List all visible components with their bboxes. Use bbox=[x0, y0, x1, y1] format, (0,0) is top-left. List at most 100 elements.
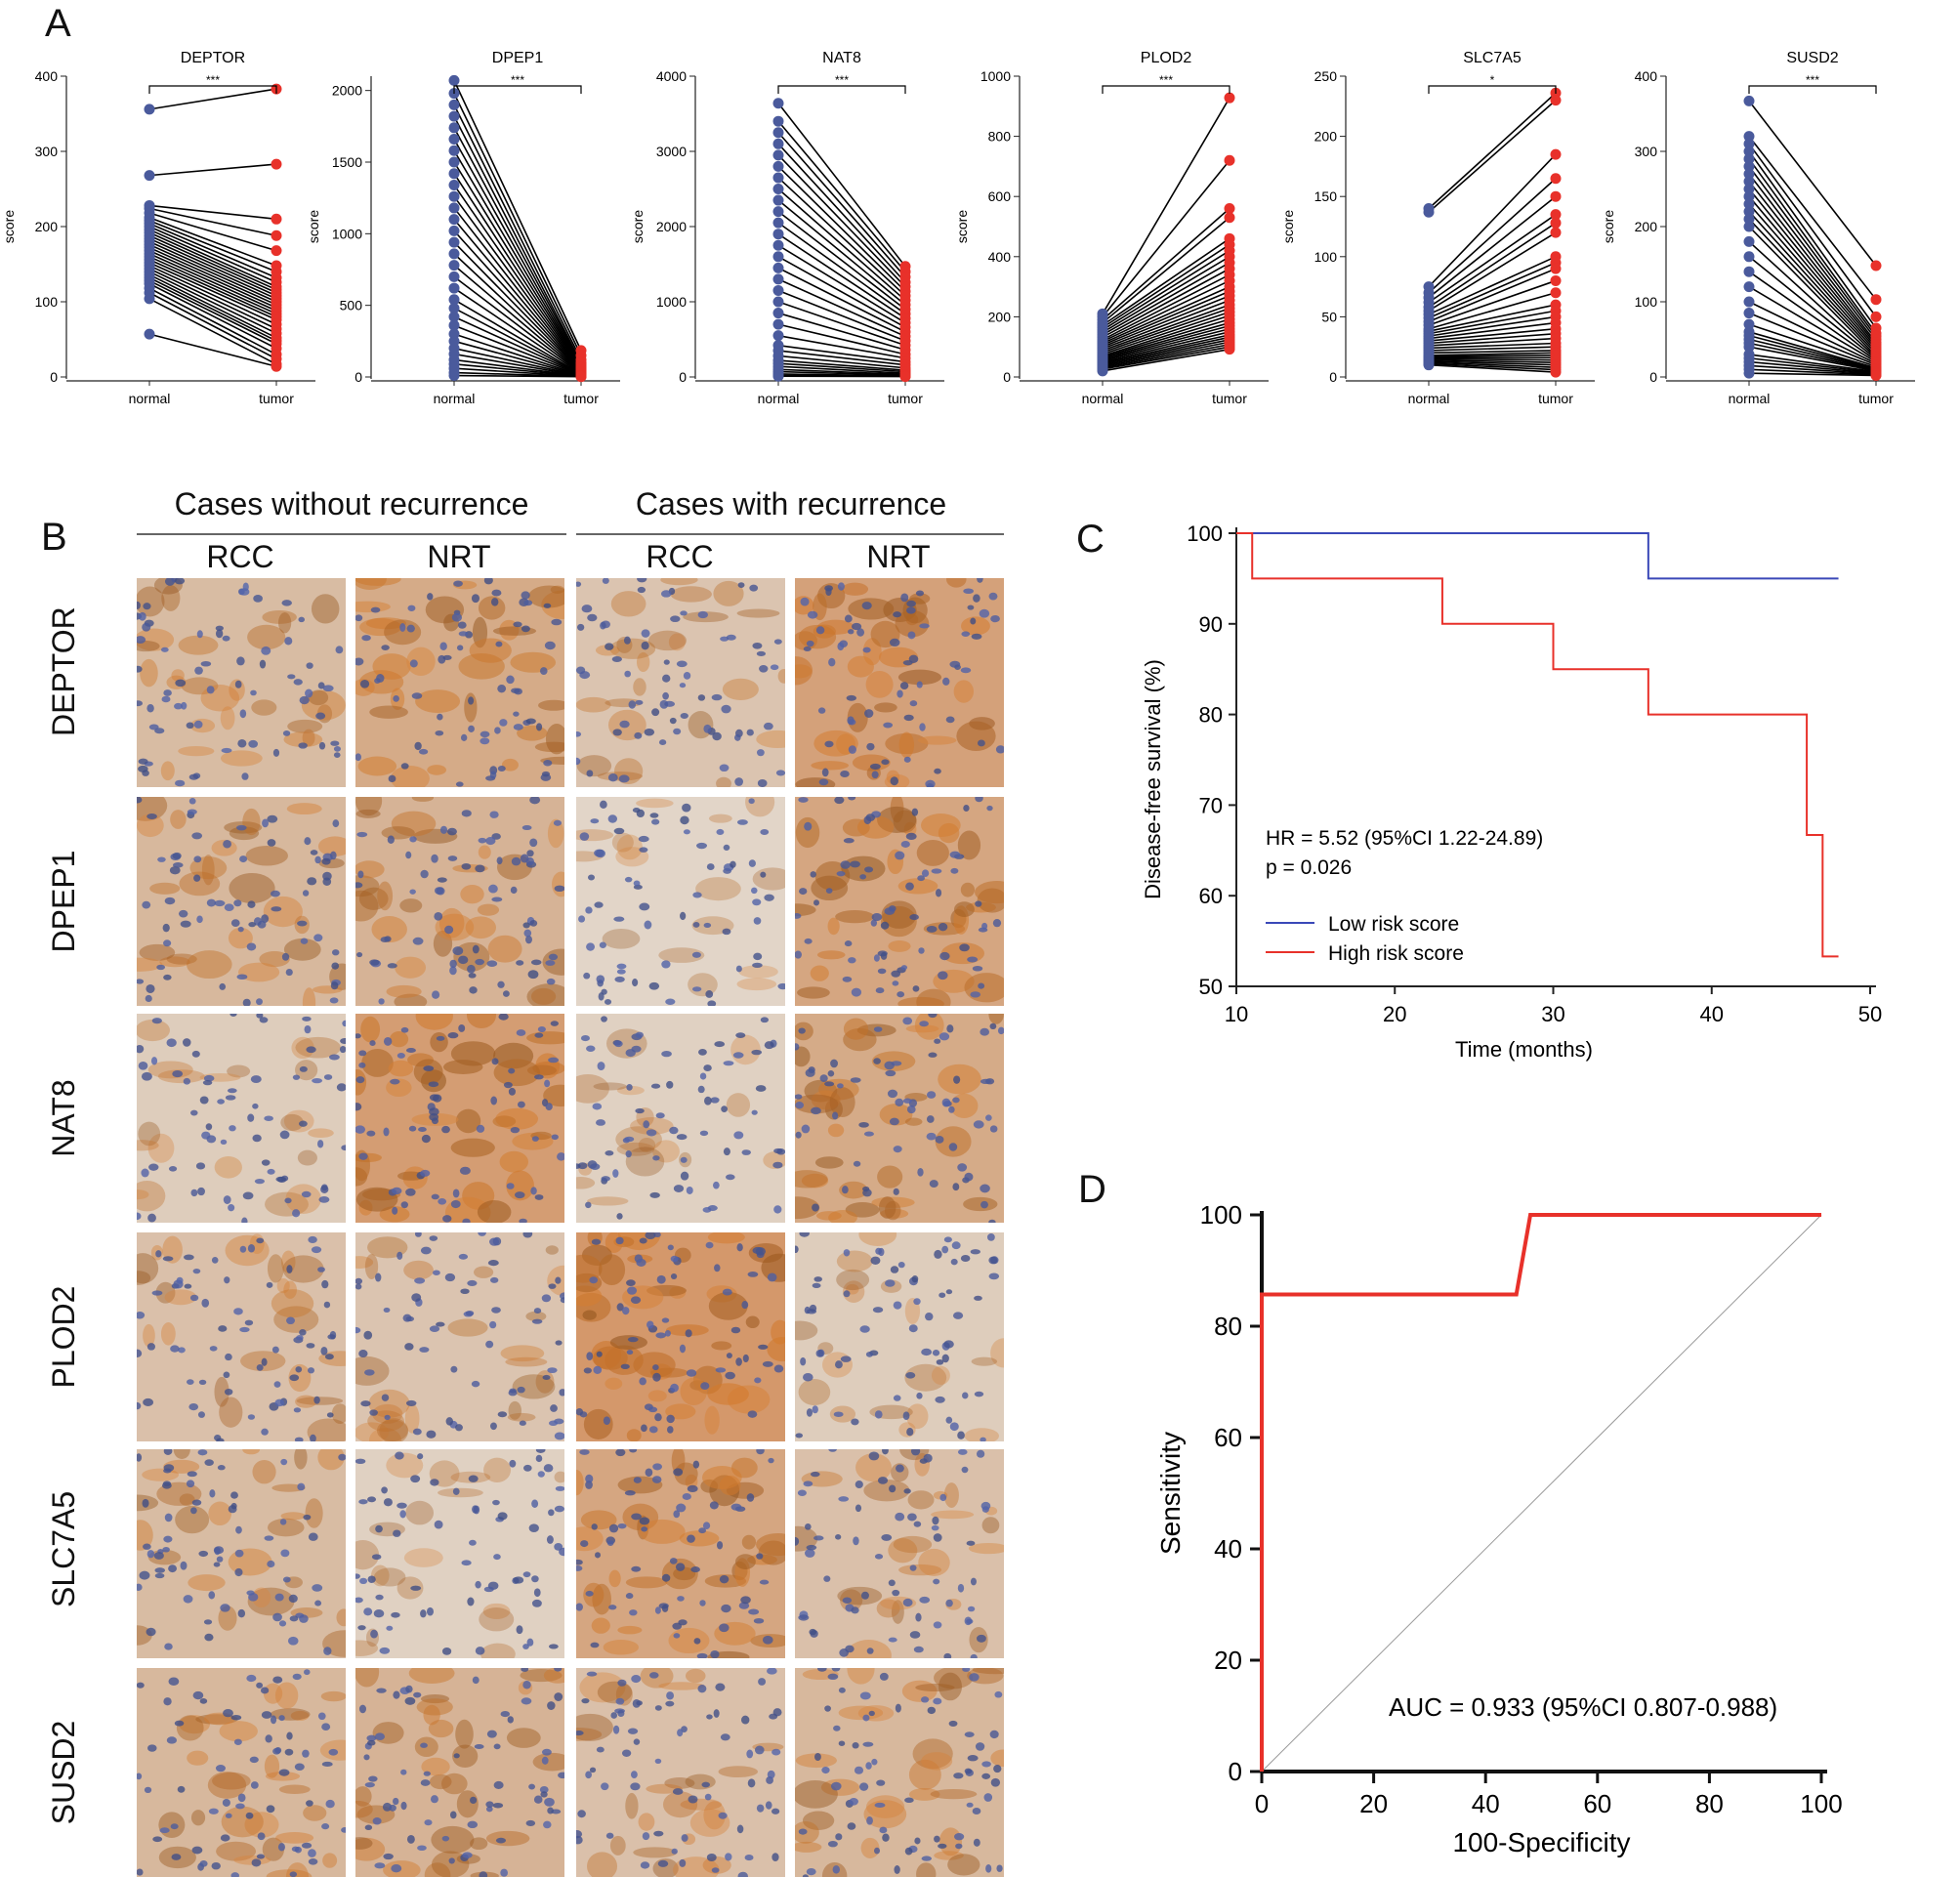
nucleus bbox=[889, 1117, 899, 1126]
stain-blob bbox=[617, 1476, 663, 1494]
nucleus bbox=[522, 922, 530, 929]
nucleus bbox=[301, 1190, 312, 1198]
stain-blob bbox=[271, 1289, 314, 1318]
roc-curve bbox=[1260, 1213, 1821, 1772]
nucleus bbox=[372, 1816, 382, 1825]
stain-blob bbox=[435, 913, 475, 941]
stain-blob bbox=[405, 1500, 435, 1525]
nucleus bbox=[295, 1366, 303, 1373]
nucleus bbox=[143, 1543, 151, 1550]
nucleus bbox=[272, 1612, 282, 1622]
nucleus bbox=[630, 1771, 638, 1778]
normal-point bbox=[1743, 341, 1755, 353]
normal-point bbox=[772, 229, 784, 240]
stain-blob bbox=[968, 1542, 1004, 1555]
stain-blob bbox=[220, 750, 263, 767]
nucleus bbox=[358, 1062, 366, 1068]
stain-blob bbox=[858, 1232, 897, 1246]
nucleus bbox=[335, 646, 344, 654]
nucleus bbox=[318, 741, 326, 750]
nucleus bbox=[141, 1071, 152, 1081]
nucleus bbox=[495, 1837, 507, 1844]
nucleus bbox=[605, 1150, 614, 1156]
nucleus bbox=[469, 986, 478, 994]
nucleus bbox=[480, 737, 490, 745]
nucleus bbox=[358, 1152, 368, 1160]
nucleus bbox=[583, 972, 591, 980]
stain-blob bbox=[307, 1418, 346, 1441]
pair-line bbox=[1102, 262, 1230, 336]
nucleus bbox=[795, 913, 802, 919]
nucleus bbox=[972, 1808, 981, 1814]
nucleus bbox=[576, 730, 582, 737]
stain-blob bbox=[547, 818, 564, 849]
nucleus bbox=[304, 1669, 311, 1676]
nucleus bbox=[486, 1730, 497, 1738]
nucleus bbox=[213, 1546, 225, 1555]
nucleus bbox=[844, 940, 853, 947]
nucleus bbox=[138, 1062, 148, 1070]
pair-line bbox=[1102, 268, 1230, 339]
nucleus bbox=[980, 1078, 991, 1085]
stain-blob bbox=[301, 689, 346, 721]
x-tick-label: 40 bbox=[1700, 1002, 1724, 1026]
nucleus bbox=[895, 851, 905, 860]
nucleus bbox=[439, 642, 447, 651]
nucleus bbox=[523, 929, 532, 938]
pair-line bbox=[1102, 159, 1230, 317]
stain-blob bbox=[583, 1582, 605, 1607]
stain-blob bbox=[479, 1607, 515, 1632]
nucleus bbox=[543, 1464, 554, 1473]
nucleus bbox=[467, 964, 476, 974]
pair-line bbox=[1748, 195, 1877, 348]
nucleus bbox=[529, 838, 538, 848]
nucleus bbox=[470, 1796, 478, 1805]
y-tick-label: 100 bbox=[1314, 249, 1338, 265]
nucleus bbox=[601, 1016, 607, 1022]
nucleus bbox=[697, 610, 708, 619]
y-tick-label: 60 bbox=[1199, 884, 1223, 908]
stain-blob bbox=[388, 1060, 414, 1077]
stain-blob bbox=[137, 586, 165, 617]
nucleus bbox=[441, 1835, 450, 1842]
nucleus bbox=[522, 1681, 531, 1689]
nucleus bbox=[932, 1516, 939, 1525]
nucleus bbox=[897, 689, 903, 698]
nucleus bbox=[740, 1596, 751, 1605]
nucleus bbox=[835, 1360, 843, 1369]
nucleus bbox=[652, 1155, 660, 1161]
nucleus bbox=[410, 1585, 422, 1591]
nucleus bbox=[655, 1332, 667, 1339]
nucleus bbox=[679, 1344, 687, 1354]
nucleus bbox=[915, 1612, 922, 1622]
nucleus bbox=[742, 1354, 749, 1363]
tumor-point bbox=[1224, 344, 1235, 355]
nucleus bbox=[355, 1597, 363, 1604]
chart-title: PLOD2 bbox=[1141, 50, 1192, 66]
nucleus bbox=[445, 1417, 453, 1426]
stain-blob bbox=[795, 1779, 838, 1809]
nucleus bbox=[297, 1482, 306, 1491]
nucleus bbox=[798, 797, 809, 803]
nucleus bbox=[752, 642, 763, 649]
stain-blob bbox=[267, 1254, 284, 1283]
stain-blob bbox=[530, 987, 557, 1005]
stain-blob bbox=[611, 832, 634, 853]
nucleus bbox=[280, 1549, 290, 1558]
nucleus bbox=[953, 1075, 961, 1084]
stain-blob bbox=[139, 943, 176, 961]
nucleus bbox=[341, 1826, 346, 1833]
nucleus bbox=[698, 1048, 707, 1056]
stain-blob bbox=[636, 798, 674, 809]
stain-blob bbox=[685, 1773, 716, 1790]
stain-blob bbox=[470, 1837, 488, 1851]
nucleus bbox=[206, 898, 217, 907]
stain-blob bbox=[276, 1277, 290, 1294]
nucleus bbox=[921, 1348, 933, 1356]
stain-blob bbox=[355, 1539, 380, 1570]
nucleus bbox=[746, 1493, 755, 1502]
nucleus bbox=[677, 1729, 684, 1737]
nucleus bbox=[423, 1065, 435, 1071]
nucleus bbox=[589, 1767, 597, 1773]
y-tick-label: 400 bbox=[1635, 68, 1658, 84]
